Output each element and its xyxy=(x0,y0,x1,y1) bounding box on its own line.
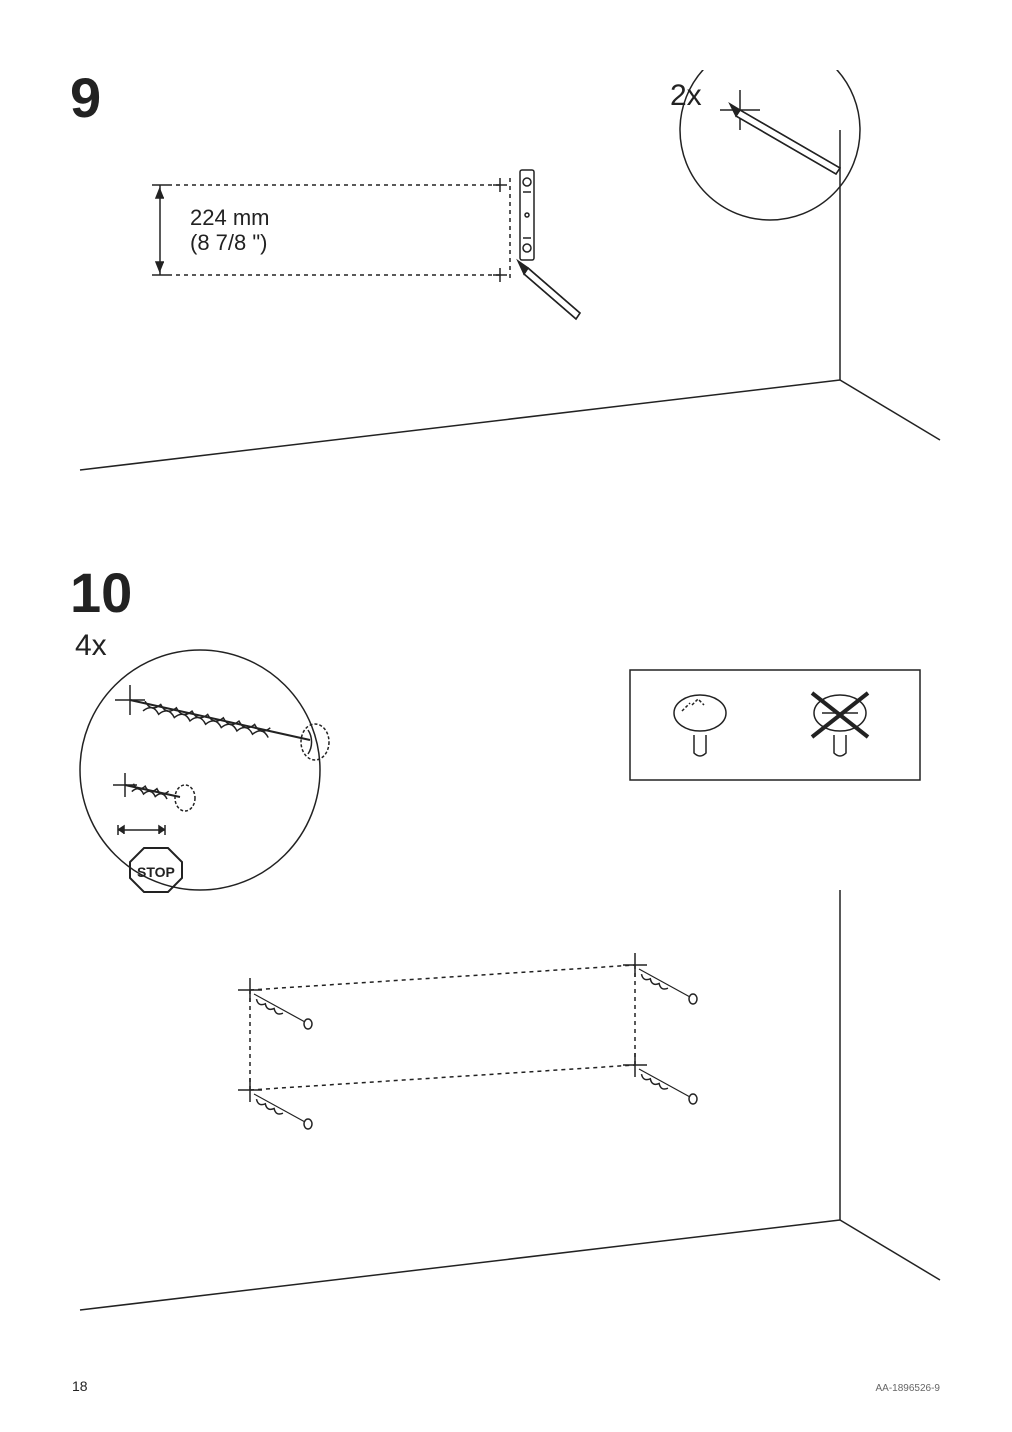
step-9-dim-in: (8 7/8 ") xyxy=(190,230,268,255)
step-9-qty: 2x xyxy=(670,79,702,112)
step-10-qty: 4x xyxy=(75,630,107,662)
step-10-number: 10 xyxy=(70,560,132,625)
stop-label: STOP xyxy=(137,864,175,880)
step-9-illustration: 2x 224 mm (8 7/8 ") xyxy=(70,70,950,500)
document-id: AA-1896526-9 xyxy=(876,1383,941,1394)
step-10-illustration: 4x STOP xyxy=(70,630,950,1330)
step-9-dim-mm: 224 mm xyxy=(190,205,269,230)
page: 9 xyxy=(0,0,1012,1432)
page-number: 18 xyxy=(72,1378,88,1394)
